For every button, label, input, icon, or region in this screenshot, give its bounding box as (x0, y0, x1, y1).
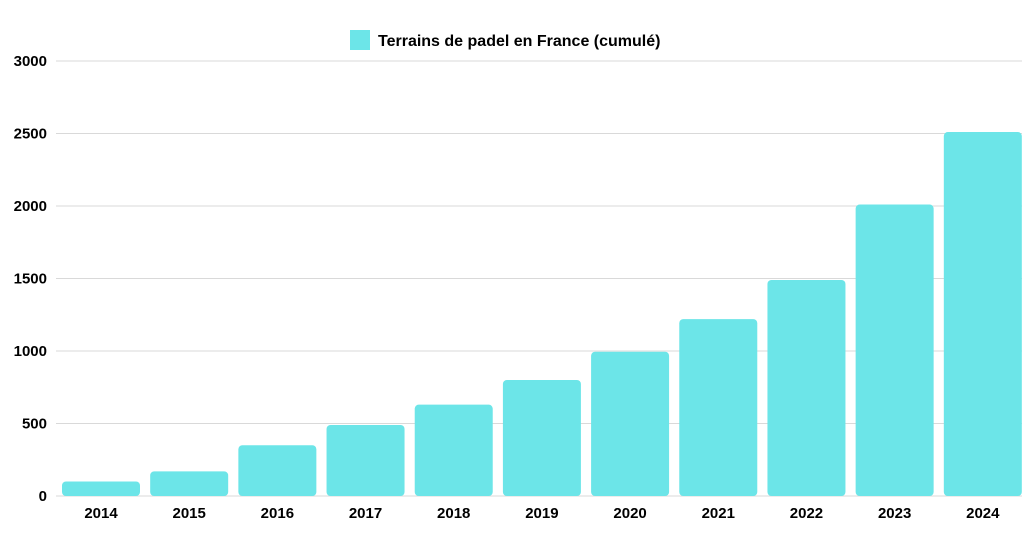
y-tick-label: 500 (22, 416, 47, 433)
legend-label: Terrains de padel en France (cumulé) (378, 33, 660, 50)
bar-2024 (943, 132, 1022, 497)
bar-2019 (502, 380, 581, 496)
x-tick-label: 2020 (613, 505, 646, 522)
x-tick-label: 2018 (437, 505, 470, 522)
x-tick-label: 2019 (525, 505, 558, 522)
bars (62, 132, 1022, 497)
grid (56, 60, 1022, 497)
legend: Terrains de padel en France (cumulé) (350, 30, 660, 50)
legend-swatch (350, 30, 370, 50)
y-tick-label: 2500 (14, 126, 47, 143)
y-tick-label: 3000 (14, 53, 47, 70)
y-tick-label: 1500 (14, 271, 47, 288)
x-tick-label: 2017 (349, 505, 382, 522)
y-tick-label: 2000 (14, 198, 47, 215)
x-tick-label: 2022 (790, 505, 823, 522)
bar-2016 (238, 445, 317, 496)
bar-2015 (150, 471, 229, 496)
y-axis: 0 500 1000 1500 2000 2500 3000 (14, 53, 47, 505)
bar-2014 (62, 481, 140, 496)
x-tick-label: 2016 (261, 505, 294, 522)
x-tick-label: 2023 (878, 505, 911, 522)
bar-2021 (679, 319, 758, 496)
x-axis: 2014 2015 2016 2017 2018 2019 2020 2021 2022 2023… (84, 505, 1000, 522)
bar-2018 (414, 404, 493, 496)
bar-2017 (326, 424, 405, 496)
x-tick-label: 2024 (966, 505, 1000, 522)
x-tick-label: 2014 (84, 505, 118, 522)
bar-2020 (591, 351, 670, 496)
bar-2022 (767, 279, 846, 496)
y-tick-label: 1000 (14, 343, 47, 360)
bar-2023 (855, 204, 934, 497)
x-tick-label: 2021 (702, 505, 735, 522)
x-tick-label: 2015 (172, 505, 205, 522)
y-tick-label: 0 (39, 488, 47, 505)
